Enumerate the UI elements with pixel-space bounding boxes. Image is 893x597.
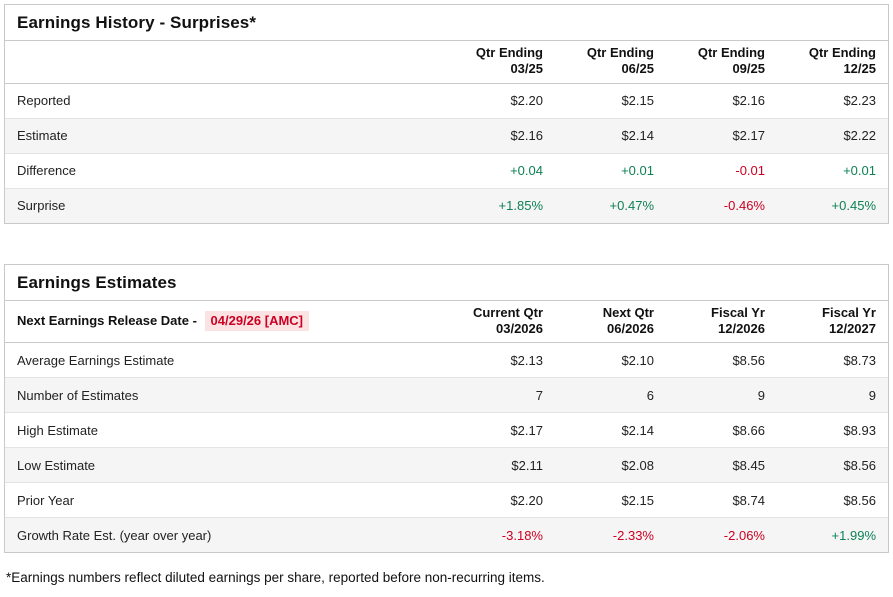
cell-value: +0.01 [555,153,666,189]
table-row: Surprise +1.85% +0.47% -0.46% +0.45% [5,188,888,223]
column-header: Qtr Ending 06/25 [555,41,666,84]
column-header-line2: 12/2027 [829,320,876,336]
column-header-line1: Qtr Ending [808,45,876,60]
column-header: Qtr Ending 09/25 [666,41,777,84]
cell-value: $8.93 [777,412,888,448]
column-header-line1: Fiscal Yr [711,304,765,320]
table-row: High Estimate $2.17 $2.14 $8.66 $8.93 [5,412,888,448]
cell-value: $2.23 [777,83,888,119]
cell-value: $2.22 [777,118,888,154]
table-row: Estimate $2.16 $2.14 $2.17 $2.22 [5,118,888,154]
earnings-estimates-card: Earnings Estimates Next Earnings Release… [4,263,889,553]
row-label: Prior Year [5,482,444,518]
column-header: Qtr Ending 12/25 [777,41,888,84]
cell-value: +0.04 [444,153,555,189]
column-header-line2: 06/25 [621,61,654,77]
cell-value: 6 [555,377,666,413]
cell-value: -2.06% [723,527,765,543]
column-header-line1: Qtr Ending [697,45,765,60]
row-label: Number of Estimates [5,377,444,413]
column-header-line2: 03/25 [510,61,543,77]
column-header-line1: Current Qtr [472,304,543,320]
row-label: Average Earnings Estimate [5,342,444,378]
cell-value: $2.17 [666,118,777,154]
row-label: High Estimate [5,412,444,448]
cell-value: $8.45 [666,447,777,483]
row-label: Difference [5,153,444,189]
table-row: Number of Estimates 7 6 9 9 [5,377,888,413]
table-row: Prior Year $2.20 $2.15 $8.74 $8.56 [5,482,888,518]
cell-value: +0.01 [777,153,888,189]
section-gap [4,224,889,264]
cell-value: +1.99% [831,527,876,543]
cell-value: $2.20 [444,83,555,119]
column-header-line2: 09/25 [732,61,765,77]
table-row: Growth Rate Est. (year over year) -3.18% -… [5,517,888,552]
cell-value: -2.33% [612,527,654,543]
header-corner [5,41,444,84]
column-header: Next Qtr 06/2026 [555,300,666,343]
cell-value: $8.56 [777,447,888,483]
earnings-estimates-title: Earnings Estimates [5,265,888,301]
cell-value: $8.56 [666,342,777,378]
column-header: Fiscal Yr 12/2027 [777,300,888,343]
cell-value: $2.13 [444,342,555,378]
table-row: Average Earnings Estimate $2.13 $2.10 $8.56… [5,342,888,378]
cell-value: $2.11 [444,447,555,483]
cell-value: $8.56 [777,482,888,518]
row-label: Surprise [17,198,66,213]
cell-value: $2.10 [555,342,666,378]
table-row: Low Estimate $2.11 $2.08 $8.45 $8.56 [5,447,888,483]
cell-value: -0.01 [666,153,777,189]
column-header-line2: 12/2026 [718,320,765,336]
next-earnings-release-date: 04/29/26 [AMC] [204,310,310,331]
cell-value: 9 [777,377,888,413]
cell-value: $8.74 [666,482,777,518]
cell-value: $2.15 [555,83,666,119]
column-header-line1: Next Qtr [602,304,654,320]
header-corner: Next Earnings Release Date - 04/29/26 [A… [5,300,444,343]
cell-value: 7 [444,377,555,413]
earnings-history-title: Earnings History - Surprises* [5,5,888,41]
cell-value: $2.16 [666,83,777,119]
column-header-line1: Qtr Ending [475,45,543,60]
earnings-estimates-table: Next Earnings Release Date - 04/29/26 [A… [5,300,888,552]
column-header: Current Qtr 03/2026 [444,300,555,343]
cell-value: $2.20 [444,482,555,518]
cell-value: $8.66 [666,412,777,448]
table-row: Reported $2.20 $2.15 $2.16 $2.23 [5,83,888,119]
table-row: Difference +0.04 +0.01 -0.01 +0.01 [5,153,888,189]
cell-value: $2.17 [444,412,555,448]
earnings-history-card: Earnings History - Surprises* Qtr Ending… [4,4,889,224]
header-row: Next Earnings Release Date - 04/29/26 [A… [5,300,888,343]
column-header: Fiscal Yr 12/2026 [666,300,777,343]
cell-value: +0.47% [609,198,654,213]
cell-value: $2.15 [555,482,666,518]
cell-value: $2.14 [555,412,666,448]
column-header: Qtr Ending 03/25 [444,41,555,84]
cell-value: -0.46% [723,198,765,213]
earnings-history-table: Qtr Ending 03/25 Qtr Ending 06/25 Qtr Ending… [5,41,888,223]
column-header-line2: 12/25 [843,61,876,77]
header-row: Qtr Ending 03/25 Qtr Ending 06/25 Qtr Ending… [5,41,888,84]
row-label: Low Estimate [5,447,444,483]
column-header-line1: Fiscal Yr [822,304,876,320]
column-header-line2: 03/2026 [496,320,543,336]
row-label: Growth Rate Est. (year over year) [17,527,212,543]
cell-value: 9 [666,377,777,413]
cell-value: $2.08 [555,447,666,483]
column-header-line1: Qtr Ending [586,45,654,60]
next-earnings-release-label: Next Earnings Release Date - [17,312,201,328]
cell-value: $2.16 [444,118,555,154]
cell-value: -3.18% [501,527,543,543]
cell-value: $8.73 [777,342,888,378]
cell-value: $2.14 [555,118,666,154]
footnote-text: *Earnings numbers reflect diluted earnin… [6,570,545,585]
cell-value: +0.45% [831,198,876,213]
column-header-line2: 06/2026 [607,320,654,336]
row-label: Reported [5,83,444,119]
row-label: Estimate [5,118,444,154]
cell-value: +1.85% [498,198,543,213]
